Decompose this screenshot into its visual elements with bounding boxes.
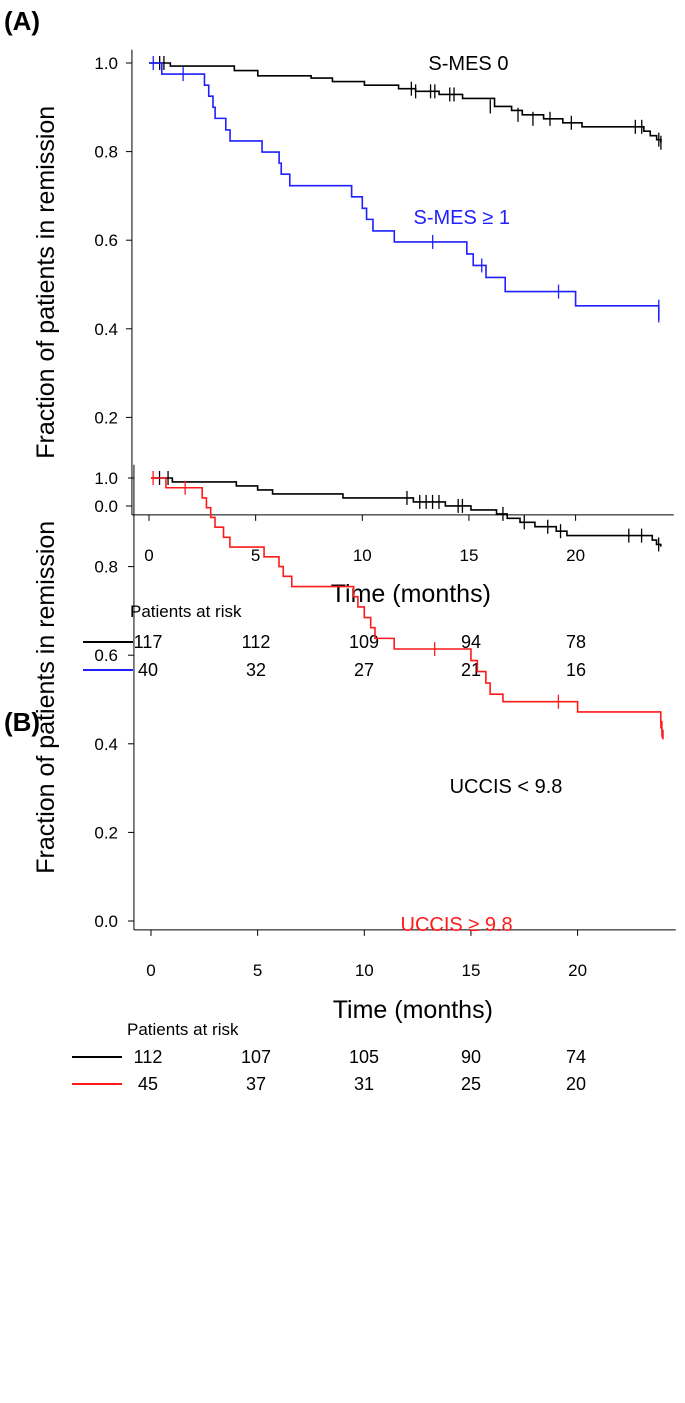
x-tick-label: 5 bbox=[253, 961, 262, 980]
x-tick-label: 10 bbox=[353, 546, 372, 565]
risk-count: 45 bbox=[138, 1074, 158, 1094]
x-tick-label: 20 bbox=[568, 961, 587, 980]
panel-label: (A) bbox=[4, 6, 40, 36]
panel-label: (B) bbox=[4, 707, 40, 737]
series-2 bbox=[149, 56, 660, 323]
y-tick-label: 0.4 bbox=[94, 735, 118, 754]
y-tick-label: 0.8 bbox=[94, 143, 118, 162]
risk-count: 90 bbox=[461, 1047, 481, 1067]
axes bbox=[133, 464, 676, 931]
x-tick-label: 0 bbox=[146, 961, 155, 980]
x-tick-label: 10 bbox=[355, 961, 374, 980]
y-tick-label: 0.6 bbox=[94, 646, 118, 665]
x-tick-label: 0 bbox=[144, 546, 153, 565]
y-tick-label: 0.0 bbox=[94, 912, 118, 931]
risk-count: 74 bbox=[566, 1047, 586, 1067]
risk-count: 107 bbox=[241, 1047, 271, 1067]
x-tick-label: 15 bbox=[461, 961, 480, 980]
survival-curve bbox=[151, 477, 664, 740]
y-tick-label: 0.6 bbox=[94, 231, 118, 250]
axes bbox=[131, 49, 674, 516]
y-tick-label: 0.8 bbox=[94, 558, 118, 577]
chart-panel-a: (A) 0.0 0.2 0.4 0.6 0.8 1.0 0 5 10 15 20 Time (month… bbox=[4, 6, 674, 680]
y-tick-label: 0.2 bbox=[94, 408, 118, 427]
curve-label: UCCIS < 9.8 bbox=[450, 776, 563, 798]
risk-count: 20 bbox=[566, 1074, 586, 1094]
survival-curve bbox=[149, 62, 660, 320]
x-tick-label: 5 bbox=[251, 546, 260, 565]
risk-count: 112 bbox=[242, 632, 271, 652]
risk-count: 21 bbox=[461, 660, 481, 680]
x-axis-title: Time (months) bbox=[333, 996, 493, 1024]
risk-count: 40 bbox=[138, 660, 158, 680]
risk-count: 25 bbox=[461, 1074, 481, 1094]
chart-panel-b: (B) 0.0 0.2 0.4 0.6 0.8 1.0 0 5 10 15 20 Time (month… bbox=[4, 464, 676, 1094]
x-axis-title: Time (months) bbox=[331, 580, 491, 608]
y-tick-label: 1.0 bbox=[94, 469, 118, 488]
risk-table-title: Patients at risk bbox=[130, 602, 242, 621]
y-tick-label: 0.4 bbox=[94, 320, 118, 339]
series-1 bbox=[149, 56, 662, 150]
y-tick-label: 1.0 bbox=[94, 54, 118, 73]
curve-label: S-MES 0 bbox=[428, 53, 508, 75]
y-tick-label: 0.0 bbox=[94, 497, 118, 516]
risk-count: 109 bbox=[349, 632, 379, 652]
y-axis-title: Fraction of patients in remission bbox=[32, 106, 60, 459]
risk-count: 112 bbox=[134, 1047, 163, 1067]
risk-count: 31 bbox=[354, 1074, 374, 1094]
series-2 bbox=[151, 471, 664, 740]
risk-count: 27 bbox=[354, 660, 374, 680]
x-tick-label: 15 bbox=[459, 546, 478, 565]
risk-count: 32 bbox=[246, 660, 266, 680]
x-tick-label: 20 bbox=[566, 546, 585, 565]
risk-count: 105 bbox=[349, 1047, 379, 1067]
y-axis-title: Fraction of patients in remission bbox=[32, 521, 60, 874]
survival-curve bbox=[149, 62, 662, 143]
risk-count: 37 bbox=[246, 1074, 266, 1094]
curve-label: UCCIS ≥ 9.8 bbox=[401, 914, 513, 936]
series-1 bbox=[151, 471, 662, 552]
risk-count: 94 bbox=[461, 632, 481, 652]
risk-count: 78 bbox=[566, 632, 586, 652]
curve-label: S-MES ≥ 1 bbox=[413, 207, 510, 229]
survival-curve bbox=[151, 477, 662, 547]
y-tick-label: 0.2 bbox=[94, 823, 118, 842]
risk-count: 16 bbox=[566, 660, 586, 680]
risk-table-title: Patients at risk bbox=[127, 1020, 239, 1039]
risk-count: 117 bbox=[134, 632, 163, 652]
